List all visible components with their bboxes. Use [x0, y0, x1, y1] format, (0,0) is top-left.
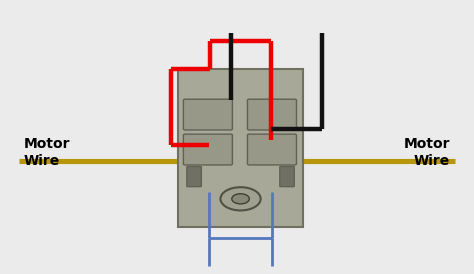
FancyBboxPatch shape: [178, 68, 303, 227]
FancyBboxPatch shape: [247, 99, 296, 130]
Text: Motor
Wire: Motor Wire: [404, 137, 450, 168]
Text: Motor
Wire: Motor Wire: [24, 137, 70, 168]
FancyBboxPatch shape: [183, 134, 232, 165]
FancyBboxPatch shape: [183, 99, 232, 130]
FancyBboxPatch shape: [247, 134, 296, 165]
FancyBboxPatch shape: [280, 167, 294, 187]
Circle shape: [232, 194, 249, 204]
FancyBboxPatch shape: [187, 167, 201, 187]
Circle shape: [220, 187, 261, 210]
